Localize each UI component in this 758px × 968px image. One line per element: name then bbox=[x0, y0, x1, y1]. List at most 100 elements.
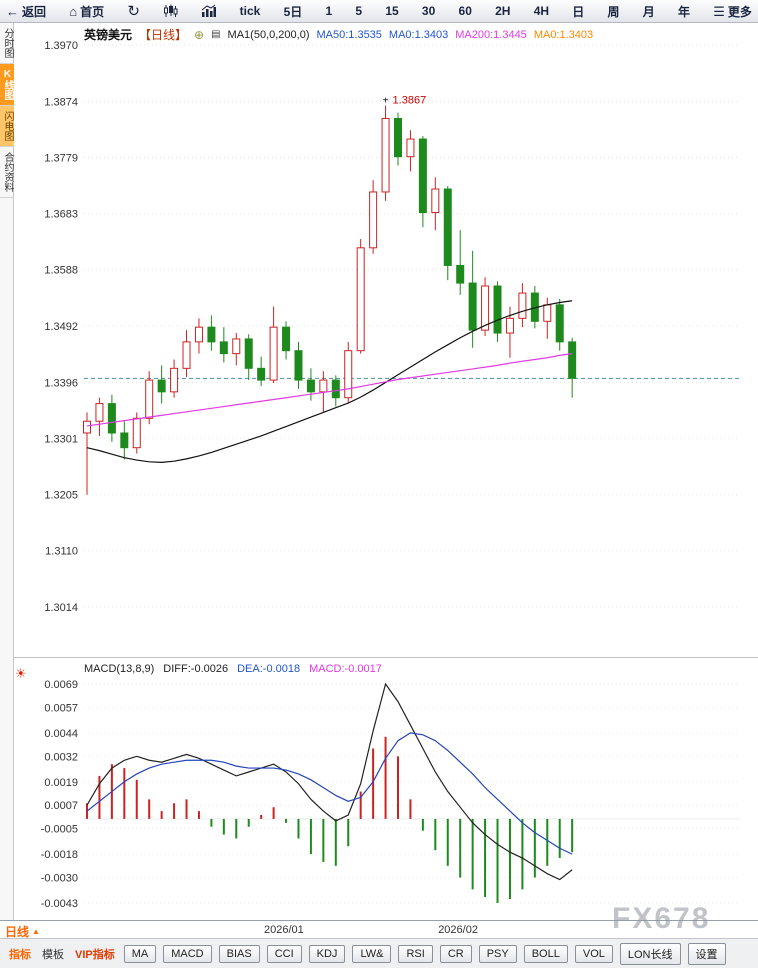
menu-icon: ☰ bbox=[713, 3, 725, 19]
volume-chart-button[interactable] bbox=[201, 4, 217, 18]
period-button-15[interactable]: 15 bbox=[385, 4, 399, 18]
more-button[interactable]: ☰ 更多 bbox=[713, 3, 752, 20]
indicator-button-KDJ[interactable]: KDJ bbox=[308, 944, 346, 963]
svg-text:0.0044: 0.0044 bbox=[44, 728, 78, 740]
sidebar-item-lightning-chart[interactable]: 闪电图 bbox=[0, 106, 14, 147]
back-arrow-icon: ← bbox=[6, 3, 19, 19]
x-axis-label: 2026/01 bbox=[264, 924, 304, 936]
more-label: 更多 bbox=[727, 4, 752, 19]
svg-text:0.0007: 0.0007 bbox=[44, 800, 78, 812]
indicator-button-PSY[interactable]: PSY bbox=[478, 944, 517, 963]
tick-label: tick bbox=[239, 4, 261, 18]
back-button[interactable]: ← 返回 bbox=[6, 3, 46, 20]
indicator-button-VOL[interactable]: VOL bbox=[574, 944, 613, 963]
period-button-5[interactable]: 5 bbox=[355, 4, 363, 18]
timeframe-selector[interactable]: 日线 ▲ bbox=[5, 923, 40, 940]
back-label: 返回 bbox=[22, 4, 47, 19]
indicator-button-MA[interactable]: MA bbox=[123, 944, 157, 963]
x-axis-label: 2026/02 bbox=[438, 924, 478, 936]
svg-text:1.3970: 1.3970 bbox=[44, 40, 78, 52]
period-button-1[interactable]: 1 bbox=[325, 4, 333, 18]
tab-vip-indicators[interactable]: VIP指标 bbox=[75, 948, 115, 961]
add-indicator-icon[interactable]: ⊕ bbox=[194, 27, 205, 42]
tab-templates[interactable]: 模板 bbox=[42, 948, 64, 961]
tab-indicators[interactable]: 指标 bbox=[9, 948, 31, 961]
home-label: 首页 bbox=[80, 4, 105, 19]
ma-settings-label: MA1(50,0,200,0) bbox=[227, 28, 310, 41]
macd-title: MACD(13,8,9) bbox=[84, 663, 155, 675]
svg-text:1.3683: 1.3683 bbox=[44, 209, 78, 221]
x-axis-row: 日线 ▲ 2026/01 2026/02 bbox=[0, 920, 758, 940]
svg-text:1.3110: 1.3110 bbox=[45, 546, 78, 558]
candlestick-chart-icon bbox=[164, 4, 178, 17]
svg-text:1.3396: 1.3396 bbox=[44, 377, 78, 389]
svg-text:1.3492: 1.3492 bbox=[44, 321, 78, 333]
period-button-60[interactable]: 60 bbox=[458, 4, 472, 18]
svg-text:+: + bbox=[383, 96, 389, 107]
ma200-value: MA200:1.3445 bbox=[455, 28, 527, 41]
svg-text:1.3874: 1.3874 bbox=[44, 96, 78, 108]
svg-text:1.3588: 1.3588 bbox=[44, 265, 78, 277]
refresh-button[interactable]: ↻ bbox=[127, 4, 140, 19]
ma0-current-value: MA0:1.3403 bbox=[533, 28, 594, 41]
period-button-2H[interactable]: 2H bbox=[495, 4, 511, 18]
sidebar-item-contract-info[interactable]: 合约资料 bbox=[0, 147, 14, 198]
ma-lines-icon: ▤ bbox=[211, 29, 221, 40]
panel-divider bbox=[14, 657, 758, 658]
period-button-4H[interactable]: 4H bbox=[533, 4, 550, 18]
chart-type-sidebar: 分时图 K线图 闪电图 合约资料 bbox=[0, 23, 14, 920]
home-button[interactable]: ⌂ 首页 bbox=[69, 3, 104, 20]
price-chart[interactable]: 1.3970 1.3874 1.3779 1.3683 1.3588 1.3492 1.33… bbox=[14, 34, 758, 658]
indicator-button-LON长线[interactable]: LON长线 bbox=[619, 942, 681, 965]
period-button-月[interactable]: 月 bbox=[642, 4, 655, 19]
period-button-tick[interactable]: tick bbox=[240, 4, 261, 18]
indicator-button-LW&[interactable]: LW& bbox=[352, 944, 392, 963]
symbol-name: 英镑美元 bbox=[84, 28, 133, 42]
period-button-30[interactable]: 30 bbox=[421, 4, 436, 18]
period-button-5day[interactable]: 5日 bbox=[284, 3, 303, 20]
period-button-周[interactable]: 周 bbox=[607, 4, 620, 19]
home-icon: ⌂ bbox=[69, 3, 78, 19]
indicator-settings-icon[interactable]: ☀ bbox=[15, 666, 27, 681]
indicator-button-CCI[interactable]: CCI bbox=[266, 944, 302, 963]
refresh-icon: ↻ bbox=[127, 2, 140, 20]
svg-text:0.0019: 0.0019 bbox=[44, 777, 78, 789]
settings-button[interactable]: 设置 bbox=[687, 942, 726, 965]
chevron-up-icon: ▲ bbox=[32, 927, 40, 936]
svg-text:1.3014: 1.3014 bbox=[44, 602, 78, 614]
macd-macd-value: MACD:-0.0017 bbox=[309, 663, 382, 675]
svg-text:1.3779: 1.3779 bbox=[44, 152, 78, 164]
macd-header: MACD(13,8,9) DIFF:-0.0026 DEA:-0.0018 MA… bbox=[84, 663, 382, 675]
svg-text:0.0069: 0.0069 bbox=[44, 679, 78, 691]
indicator-button-RSI[interactable]: RSI bbox=[398, 944, 433, 963]
svg-text:-0.0018: -0.0018 bbox=[41, 849, 78, 861]
svg-text:0.0057: 0.0057 bbox=[44, 702, 78, 714]
macd-dea-value: DEA:-0.0018 bbox=[237, 663, 301, 675]
chart-style-button[interactable] bbox=[163, 4, 178, 18]
svg-text:-0.0043: -0.0043 bbox=[41, 898, 78, 910]
indicator-button-MACD[interactable]: MACD bbox=[163, 944, 212, 963]
macd-chart[interactable]: 0.0069 0.0057 0.0044 0.0032 0.0019 0.0007 -0.0… bbox=[14, 660, 758, 920]
top-toolbar: ← 返回 ⌂ 首页 ↻ bbox=[0, 0, 758, 23]
sidebar-item-time-chart[interactable]: 分时图 bbox=[0, 23, 14, 64]
period-button-日[interactable]: 日 bbox=[572, 4, 585, 19]
sidebar-item-kline-chart[interactable]: K线图 bbox=[0, 64, 14, 106]
indicator-button-BOLL[interactable]: BOLL bbox=[523, 944, 568, 963]
ma50-value: MA50:1.3535 bbox=[316, 28, 382, 41]
svg-text:-0.0005: -0.0005 bbox=[41, 824, 78, 836]
svg-text:-0.0030: -0.0030 bbox=[41, 873, 78, 885]
ma0-value: MA0:1.3403 bbox=[388, 28, 449, 41]
five-day-label: 5日 bbox=[283, 4, 303, 19]
svg-text:0.0032: 0.0032 bbox=[44, 751, 78, 763]
indicator-button-CR[interactable]: CR bbox=[439, 944, 472, 963]
period-button-年[interactable]: 年 bbox=[678, 4, 691, 19]
timeframe-label: 日线 bbox=[5, 925, 30, 939]
svg-text:1.3867: 1.3867 bbox=[393, 95, 427, 107]
indicator-button-BIAS[interactable]: BIAS bbox=[218, 944, 260, 963]
svg-text:1.3205: 1.3205 bbox=[44, 490, 78, 502]
indicator-toolbar: 指标 模板 VIP指标 MA MACD BIAS CCI KDJ LW& RSI CR PSY B… bbox=[0, 938, 758, 968]
watermark: FX678 bbox=[612, 902, 711, 935]
price-chart-header: 英镑美元 【日线】 ⊕ ▤ MA1(50,0,200,0) MA50:1.353… bbox=[84, 26, 593, 43]
period-tag: 【日线】 bbox=[139, 28, 188, 42]
